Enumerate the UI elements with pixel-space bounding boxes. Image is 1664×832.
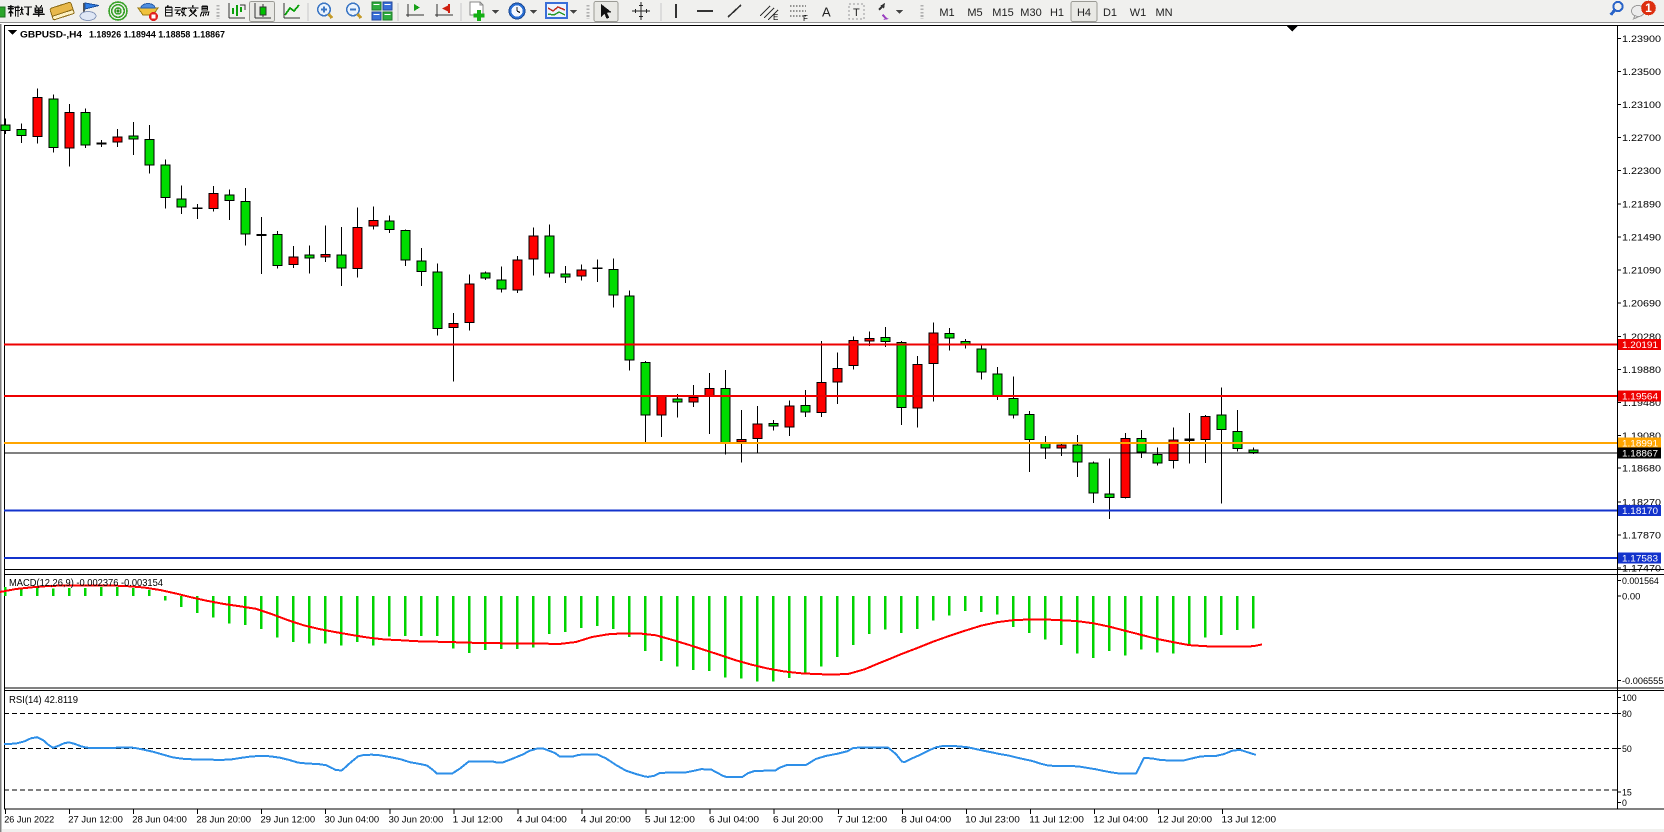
- svg-text:30 Jun 20:00: 30 Jun 20:00: [389, 815, 444, 826]
- svg-text:5 Jul 12:00: 5 Jul 12:00: [645, 815, 695, 826]
- svg-text:1 Jul 12:00: 1 Jul 12:00: [453, 815, 503, 826]
- svg-text:27 Jun 12:00: 27 Jun 12:00: [68, 815, 123, 826]
- svg-text:1.19080: 1.19080: [1622, 431, 1661, 442]
- svg-text:1.23500: 1.23500: [1622, 67, 1661, 78]
- svg-text:1.23900: 1.23900: [1622, 34, 1661, 45]
- svg-text:T: T: [853, 7, 860, 19]
- svg-text:1.21090: 1.21090: [1622, 265, 1661, 276]
- svg-text:GBPUSD-,H4: GBPUSD-,H4: [20, 30, 83, 41]
- svg-text:F: F: [803, 14, 808, 23]
- svg-text:MN: MN: [1155, 7, 1172, 19]
- svg-text:0: 0: [1622, 798, 1627, 809]
- svg-text:1.18170: 1.18170: [1622, 506, 1658, 517]
- svg-text:1.19564: 1.19564: [1622, 391, 1658, 402]
- svg-text:28 Jun 04:00: 28 Jun 04:00: [132, 815, 187, 826]
- svg-text:E: E: [773, 13, 778, 22]
- svg-text:0.00: 0.00: [1622, 592, 1640, 603]
- svg-text:28 Jun 20:00: 28 Jun 20:00: [196, 815, 251, 826]
- svg-text:100: 100: [1622, 693, 1637, 704]
- svg-text:1.17583: 1.17583: [1622, 554, 1658, 565]
- svg-text:10 Jul 23:00: 10 Jul 23:00: [965, 815, 1020, 826]
- svg-text:12 Jul 20:00: 12 Jul 20:00: [1158, 815, 1213, 826]
- svg-text:1.18867: 1.18867: [1622, 449, 1658, 460]
- svg-text:1.17870: 1.17870: [1622, 530, 1661, 541]
- svg-text:H1: H1: [1050, 7, 1064, 19]
- svg-text:1.21890: 1.21890: [1622, 200, 1661, 211]
- svg-text:50: 50: [1622, 744, 1632, 755]
- svg-text:M1: M1: [939, 7, 954, 19]
- svg-text:1.18270: 1.18270: [1622, 498, 1661, 509]
- svg-text:7 Jul 12:00: 7 Jul 12:00: [837, 815, 887, 826]
- svg-text:8 Jul 04:00: 8 Jul 04:00: [901, 815, 951, 826]
- svg-text:1.18926 1.18944 1.18858 1.1886: 1.18926 1.18944 1.18858 1.18867: [89, 30, 225, 41]
- svg-text:MACD(12,26,9) -0.002376 -0.003: MACD(12,26,9) -0.002376 -0.003154: [9, 577, 163, 589]
- svg-text:M15: M15: [992, 7, 1013, 19]
- svg-text:1.19480: 1.19480: [1622, 398, 1661, 409]
- svg-text:6 Jul 20:00: 6 Jul 20:00: [773, 815, 823, 826]
- svg-text:29 Jun 12:00: 29 Jun 12:00: [261, 815, 316, 826]
- svg-text:M30: M30: [1020, 7, 1041, 19]
- svg-text:6 Jul 04:00: 6 Jul 04:00: [709, 815, 759, 826]
- svg-text:1.19880: 1.19880: [1622, 365, 1661, 376]
- svg-text:1: 1: [1645, 1, 1652, 15]
- svg-text:30 Jun 04:00: 30 Jun 04:00: [325, 815, 380, 826]
- svg-text:4 Jul 20:00: 4 Jul 20:00: [581, 815, 631, 826]
- svg-text:13 Jul 12:00: 13 Jul 12:00: [1222, 815, 1277, 826]
- svg-text:1.20280: 1.20280: [1622, 332, 1661, 343]
- svg-text:1.22300: 1.22300: [1622, 166, 1661, 177]
- svg-text:1.18991: 1.18991: [1622, 438, 1658, 449]
- svg-text:1.17470: 1.17470: [1622, 563, 1661, 574]
- svg-text:1.20191: 1.20191: [1622, 340, 1658, 351]
- svg-text:D1: D1: [1103, 7, 1117, 19]
- svg-text:-0.006555: -0.006555: [1622, 676, 1663, 687]
- svg-text:26 Jun 2022: 26 Jun 2022: [4, 815, 54, 826]
- svg-text:A: A: [822, 5, 831, 20]
- svg-text:4 Jul 04:00: 4 Jul 04:00: [517, 815, 567, 826]
- svg-text:80: 80: [1622, 709, 1632, 720]
- svg-text:12 Jul 04:00: 12 Jul 04:00: [1093, 815, 1148, 826]
- svg-text:11 Jul 12:00: 11 Jul 12:00: [1029, 815, 1084, 826]
- svg-text:H4: H4: [1077, 7, 1091, 19]
- svg-text:M5: M5: [967, 7, 982, 19]
- svg-text:1.18680: 1.18680: [1622, 464, 1661, 475]
- svg-text:W1: W1: [1130, 7, 1147, 19]
- svg-text:0.001564: 0.001564: [1622, 576, 1659, 587]
- svg-text:1.23100: 1.23100: [1622, 100, 1661, 111]
- svg-text:1.22700: 1.22700: [1622, 133, 1661, 144]
- svg-text:1.21490: 1.21490: [1622, 233, 1661, 244]
- svg-text:15: 15: [1622, 788, 1632, 799]
- svg-text:1.20690: 1.20690: [1622, 298, 1661, 309]
- svg-text:RSI(14) 42.8119: RSI(14) 42.8119: [9, 694, 78, 706]
